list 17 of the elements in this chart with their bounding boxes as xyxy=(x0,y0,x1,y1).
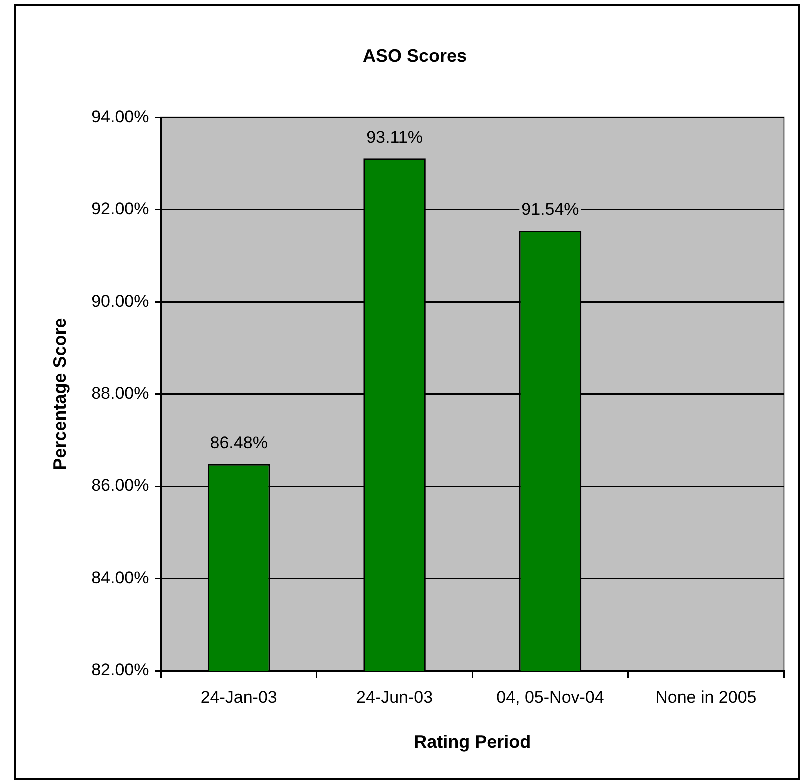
y-tick-label: 82.00% xyxy=(92,660,150,680)
x-tick-label: 24-Jun-03 xyxy=(356,688,434,707)
y-axis-title: Percentage Score xyxy=(50,318,70,470)
data-label: 91.54% xyxy=(522,200,580,220)
chart-title: ASO Scores xyxy=(362,46,468,66)
y-tick-label: 84.00% xyxy=(92,568,150,588)
y-tick-label: 88.00% xyxy=(92,384,150,403)
y-tick-label: 90.00% xyxy=(92,292,150,311)
x-tick-label: 24-Jan-03 xyxy=(200,688,278,707)
data-label: 86.48% xyxy=(210,434,268,453)
y-tick-label: 86.00% xyxy=(92,476,150,496)
x-tick-label: 04, 05-Nov-04 xyxy=(496,688,604,707)
y-tick-label: 92.00% xyxy=(92,200,150,219)
y-tick-label: 94.00% xyxy=(92,107,150,126)
data-label: 93.11% xyxy=(366,128,423,147)
x-tick-label: None in 2005 xyxy=(656,688,757,707)
x-axis-title: Rating Period xyxy=(414,732,532,752)
